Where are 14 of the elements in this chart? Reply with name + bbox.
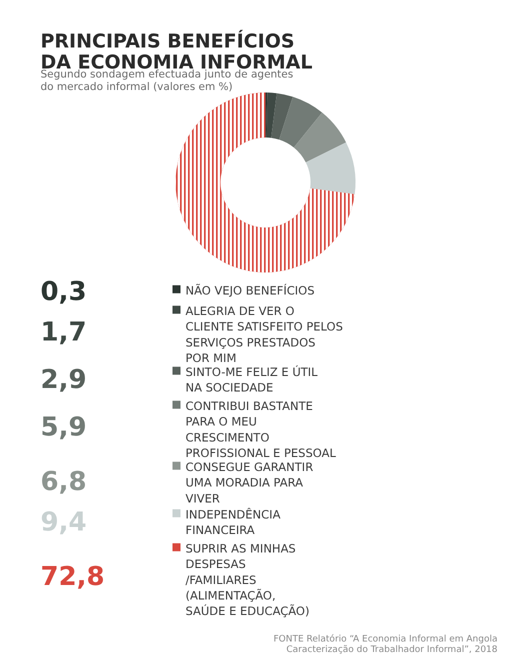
- legend-label: INDEPENDÊNCIA FINANCEIRA: [186, 508, 281, 538]
- legend-label: CONTRIBUI BASTANTE PARA O MEU CRESCIMENTO PROFISSIONAL E PESSOAL: [186, 399, 336, 460]
- data-label: 0,3: [40, 276, 87, 307]
- legend-label: SUPRIR AS MINHAS DESPESAS /FAMILIARES (ALIMENTAÇÃO, SAÚDE E EDUCAÇÃO): [186, 542, 310, 618]
- legend-label: NÃO VEJO BENEFÍCIOS: [186, 284, 315, 298]
- data-label: 72,8: [40, 562, 105, 592]
- data-label: 5,9: [40, 412, 87, 442]
- legend-label: SINTO-ME FELIZ E ÚTIL NA SOCIEDADE: [186, 365, 318, 395]
- source-note: FONTE Relatório “A Economia Informal em Angola Caracterização do Trabalhador Informal”, 2018: [273, 634, 498, 655]
- data-label: 1,7: [40, 318, 87, 348]
- legend-label: CONSEGUE GARANTIR UMA MORADIA PARA VIVER: [186, 460, 314, 506]
- data-label: 2,9: [40, 365, 87, 395]
- data-label: 6,8: [40, 466, 87, 497]
- legend-label: ALEGRIA DE VER O CLIENTE SATISFEITO PELOS SERVIÇOS PRESTADOS POR MIM: [186, 304, 343, 366]
